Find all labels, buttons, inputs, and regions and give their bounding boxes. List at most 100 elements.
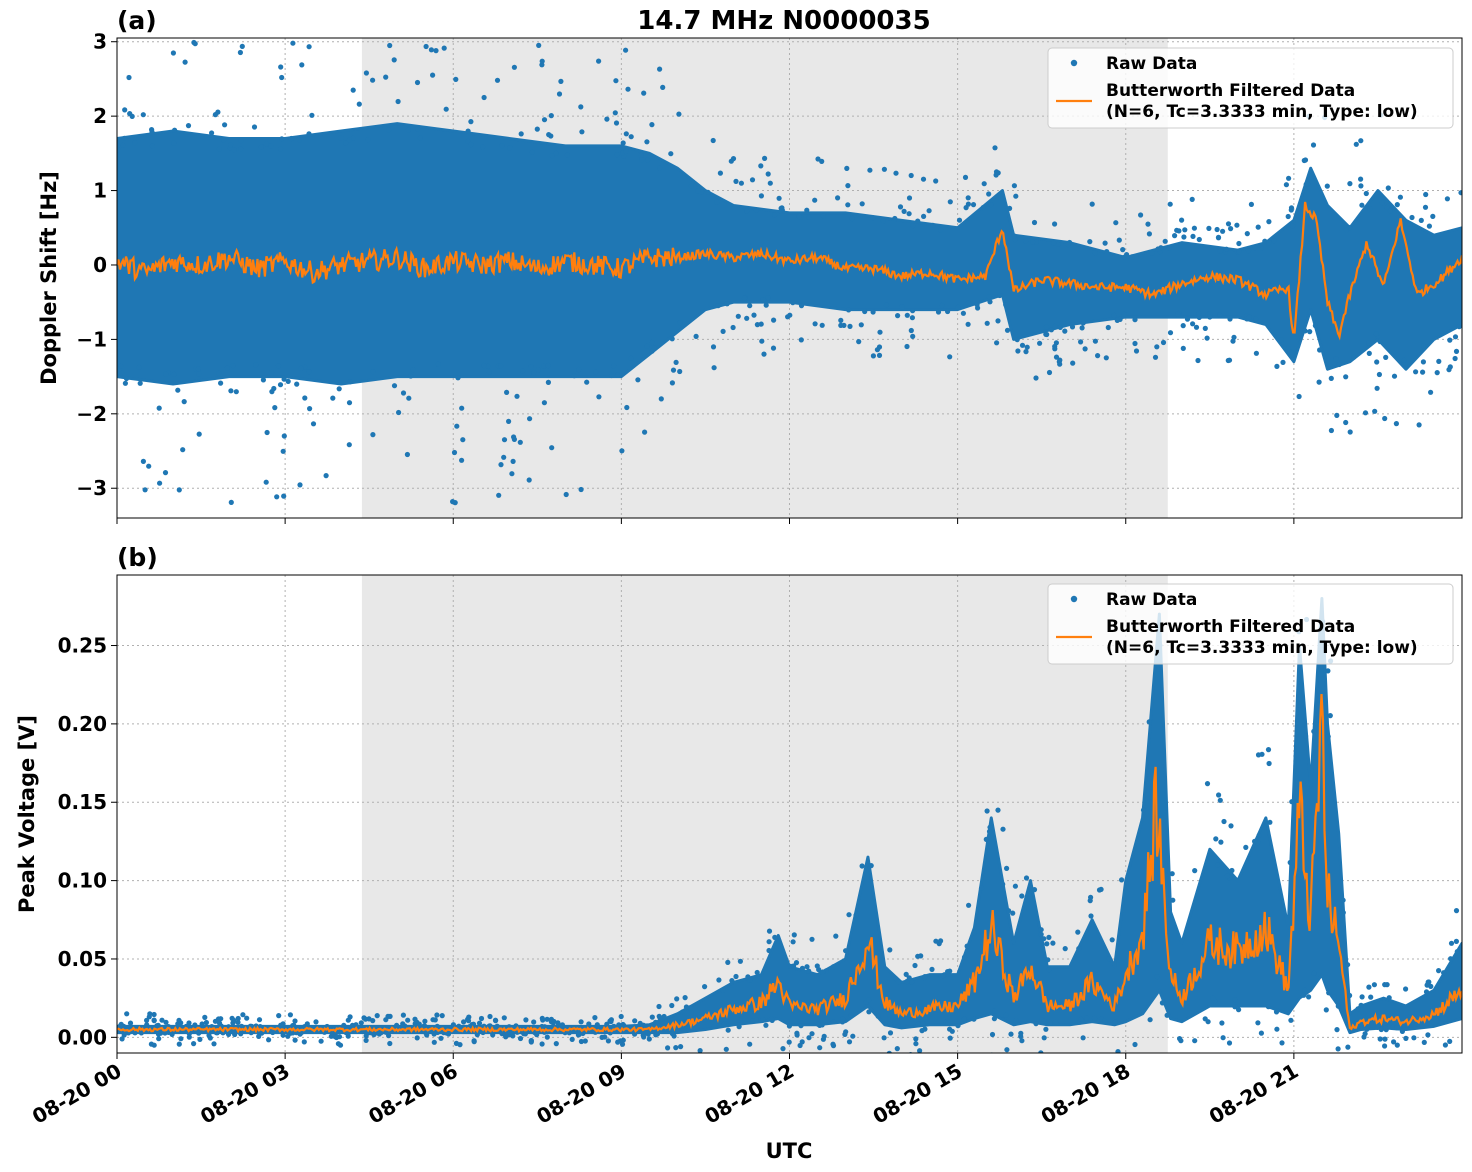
raw-data-point	[1236, 240, 1242, 247]
raw-data-point	[1018, 1033, 1024, 1039]
raw-data-point	[294, 381, 300, 387]
raw-data-point	[535, 367, 542, 373]
raw-data-point	[1362, 1031, 1368, 1037]
raw-data-point	[181, 399, 187, 405]
raw-data-point	[1229, 1074, 1234, 1079]
raw-data-point	[1138, 254, 1144, 260]
raw-data-point	[887, 947, 893, 953]
raw-data-point	[124, 1011, 130, 1017]
raw-data-point	[632, 1031, 638, 1037]
raw-data-point	[798, 1023, 804, 1029]
raw-data-point	[649, 1014, 655, 1020]
raw-data-point	[1043, 1026, 1049, 1032]
legend-box	[1047, 47, 1454, 129]
raw-data-point	[1307, 309, 1313, 315]
raw-data-point	[947, 354, 953, 360]
raw-data-point	[218, 380, 224, 386]
raw-data-point	[365, 8, 370, 13]
raw-data-point	[511, 64, 517, 70]
raw-data-point	[1271, 238, 1277, 244]
legend-box	[1047, 583, 1454, 665]
raw-data-point	[1274, 363, 1280, 369]
raw-data-point	[1253, 316, 1259, 322]
raw-data-point	[870, 215, 876, 221]
raw-data-point	[1070, 360, 1076, 366]
raw-data-point	[1023, 238, 1029, 244]
raw-data-point	[199, 1021, 205, 1027]
raw-data-point	[527, 416, 533, 422]
raw-data-point	[645, 1031, 651, 1037]
raw-data-point	[895, 313, 901, 319]
raw-data-point	[346, 442, 352, 448]
raw-data-point	[196, 431, 202, 437]
raw-data-point	[960, 310, 967, 316]
x-tick-label: 08-20 21	[1205, 1059, 1303, 1129]
raw-data-point	[794, 1032, 800, 1038]
raw-data-point	[771, 317, 777, 323]
raw-data-point	[915, 1021, 921, 1027]
raw-data-point	[987, 299, 993, 305]
raw-data-point	[1231, 334, 1237, 340]
raw-data-point	[437, 33, 442, 38]
raw-data-point	[1296, 393, 1302, 400]
raw-data-point	[1010, 910, 1016, 916]
raw-data-point	[230, 363, 236, 369]
raw-data-point	[1302, 328, 1308, 334]
raw-data-point	[1196, 236, 1202, 243]
raw-data-point	[1217, 797, 1223, 803]
raw-data-point	[1102, 240, 1108, 246]
raw-data-point	[121, 1032, 127, 1038]
y-tick-label: 0.20	[58, 712, 107, 736]
raw-data-point	[209, 130, 215, 136]
raw-data-point	[866, 997, 872, 1003]
raw-data-point	[682, 995, 688, 1001]
raw-data-point	[580, 1030, 586, 1036]
raw-data-point	[227, 142, 234, 148]
raw-data-point	[431, 1031, 437, 1037]
raw-data-point	[1229, 867, 1235, 874]
raw-data-point	[913, 1041, 919, 1047]
plot-area	[117, 8, 1462, 506]
raw-data-point	[1031, 219, 1038, 226]
raw-data-point	[1204, 781, 1211, 787]
raw-data-point	[549, 445, 555, 451]
y-tick-label: −2	[76, 402, 107, 426]
raw-data-point	[385, 1013, 391, 1020]
raw-data-point	[881, 1035, 887, 1041]
raw-data-point	[665, 1045, 671, 1051]
raw-data-point	[618, 1013, 624, 1020]
raw-data-point	[787, 312, 793, 318]
raw-data-point	[1325, 668, 1331, 674]
raw-data-point	[1265, 747, 1272, 753]
raw-data-point	[1232, 997, 1238, 1003]
raw-data-point	[1280, 359, 1286, 365]
raw-data-point	[353, 1022, 359, 1028]
raw-data-point	[617, 1038, 624, 1044]
raw-data-point	[1196, 310, 1202, 317]
raw-data-point	[1070, 1058, 1075, 1063]
raw-data-point	[838, 317, 844, 323]
raw-data-point	[995, 807, 1001, 813]
raw-data-point	[391, 383, 398, 389]
raw-data-point	[1218, 839, 1224, 845]
raw-data-point	[730, 156, 737, 162]
raw-data-point	[1057, 361, 1063, 367]
raw-data-point	[1363, 190, 1369, 197]
raw-data-point	[984, 320, 990, 326]
raw-data-point	[1447, 337, 1453, 343]
raw-data-point	[149, 143, 155, 149]
raw-data-point	[370, 369, 376, 375]
raw-data-point	[408, 373, 414, 379]
raw-data-point	[623, 47, 629, 53]
raw-data-point	[1248, 201, 1254, 207]
raw-data-point	[767, 180, 773, 186]
raw-data-point	[793, 960, 800, 966]
raw-data-point	[1287, 859, 1293, 866]
raw-data-point	[576, 366, 582, 373]
raw-data-point	[159, 1017, 165, 1023]
raw-data-point	[1335, 1046, 1341, 1052]
raw-data-point	[1052, 1019, 1059, 1025]
raw-data-point	[481, 94, 487, 101]
raw-data-point	[744, 208, 750, 214]
raw-data-point	[1214, 226, 1220, 233]
